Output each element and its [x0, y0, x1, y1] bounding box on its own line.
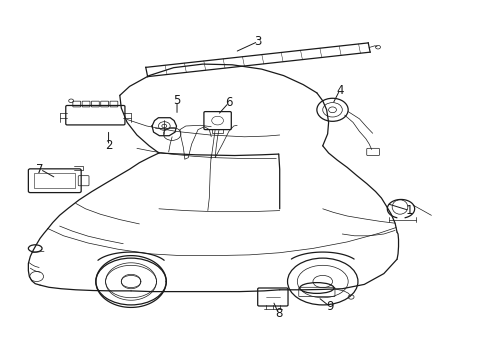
Text: 9: 9 — [325, 300, 333, 313]
Text: 4: 4 — [335, 84, 343, 96]
Text: 2: 2 — [104, 139, 112, 152]
Text: 7: 7 — [36, 163, 44, 176]
Text: 8: 8 — [274, 307, 282, 320]
Text: 5: 5 — [173, 94, 181, 107]
Text: 6: 6 — [224, 96, 232, 109]
Text: 1: 1 — [405, 204, 413, 217]
Text: 3: 3 — [254, 35, 262, 48]
